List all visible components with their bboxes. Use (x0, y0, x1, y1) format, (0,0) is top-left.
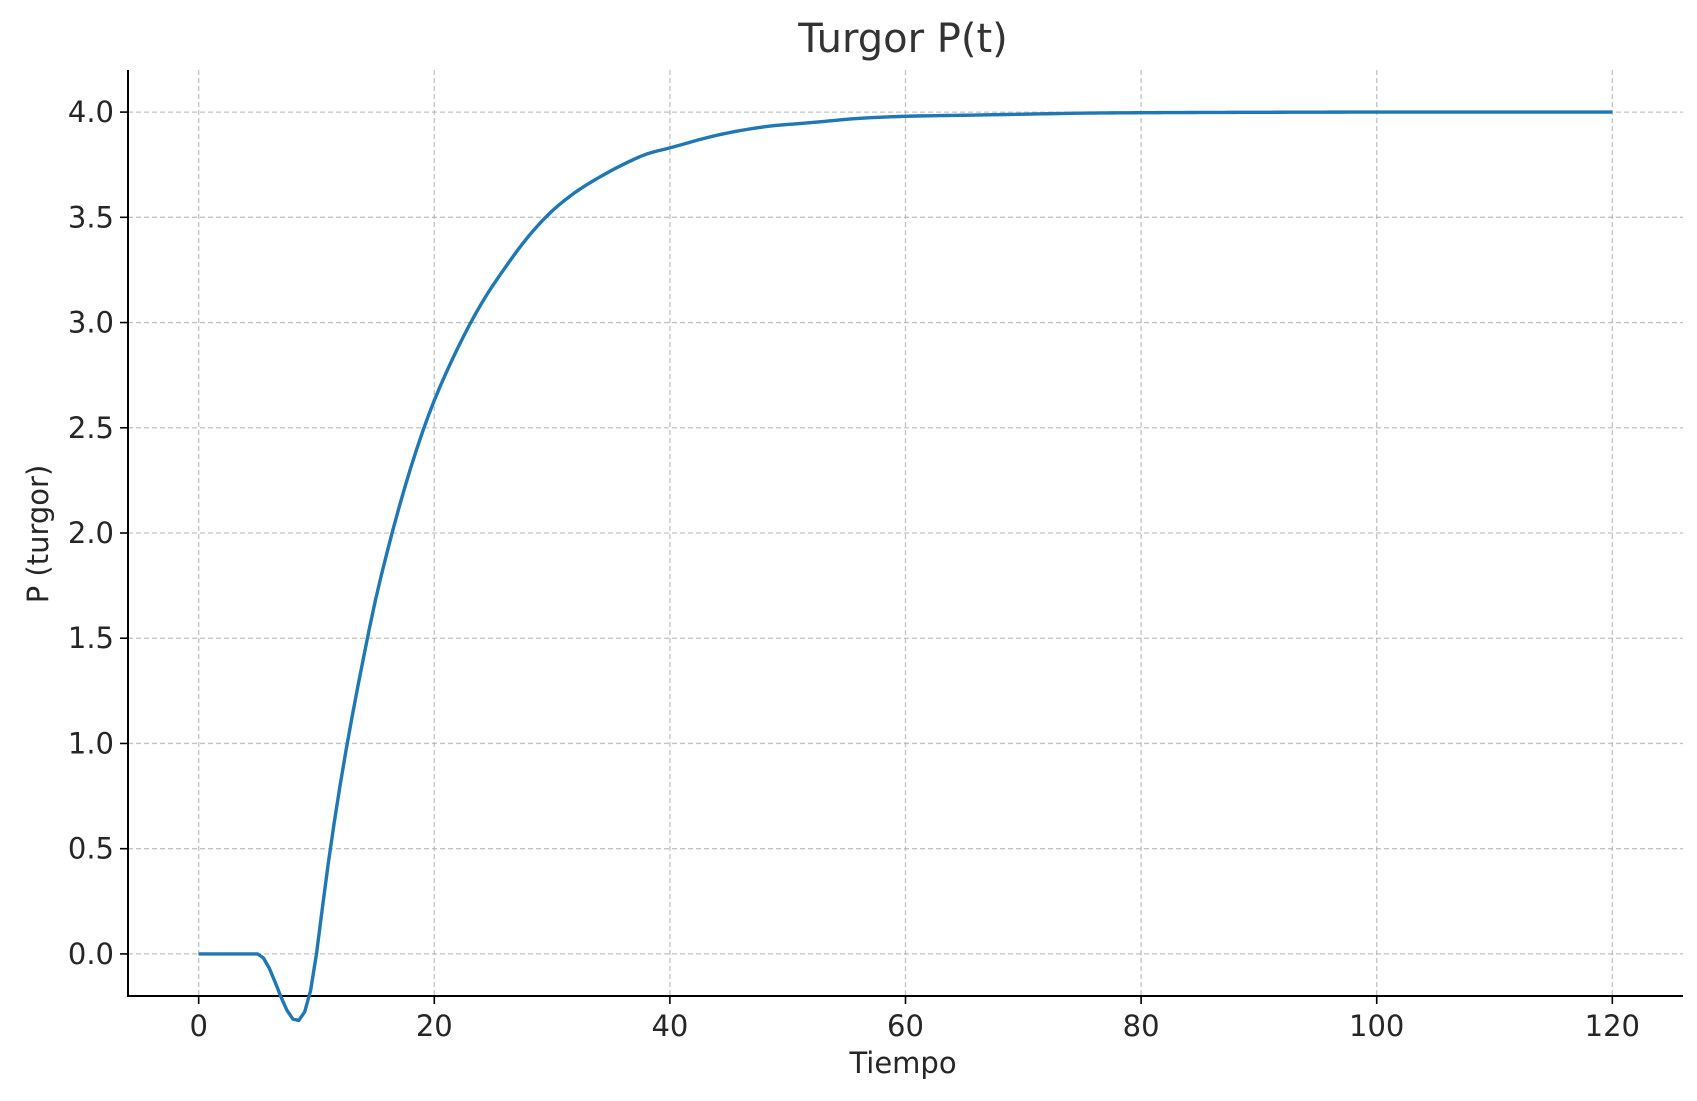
x-axis-label: Tiempo (848, 1046, 956, 1080)
chart-title: Turgor P(t) (797, 16, 1008, 62)
grid (128, 70, 1683, 996)
series-line (198, 110, 1613, 1023)
y-tick-label: 3.5 (68, 200, 114, 234)
series-layer (198, 110, 1613, 1023)
x-tick-label: 120 (1585, 1009, 1640, 1043)
x-tick-label: 40 (651, 1009, 688, 1043)
x-tick-label: 100 (1349, 1009, 1404, 1043)
y-tick-label: 0.5 (68, 832, 114, 866)
y-tick-label: 3.0 (68, 306, 114, 340)
x-tick-label: 20 (416, 1009, 453, 1043)
y-tick-label: 1.5 (68, 621, 114, 655)
x-tick-label: 80 (1123, 1009, 1160, 1043)
y-tick-label: 4.0 (68, 95, 114, 129)
x-tick-label: 60 (887, 1009, 924, 1043)
y-tick-label: 2.5 (68, 411, 114, 445)
x-tick-label: 0 (189, 1009, 207, 1043)
y-tick-label: 1.0 (68, 726, 114, 760)
y-tick-label: 0.0 (68, 937, 114, 971)
y-tick-label: 2.0 (68, 516, 114, 550)
y-axis-label: P (turgor) (21, 465, 55, 604)
ticks: 0 20 40 60 80 100 120 0.0 0.5 1.0 1.5 2.0 2.5 3.0 3.5 4… (68, 95, 1640, 1043)
